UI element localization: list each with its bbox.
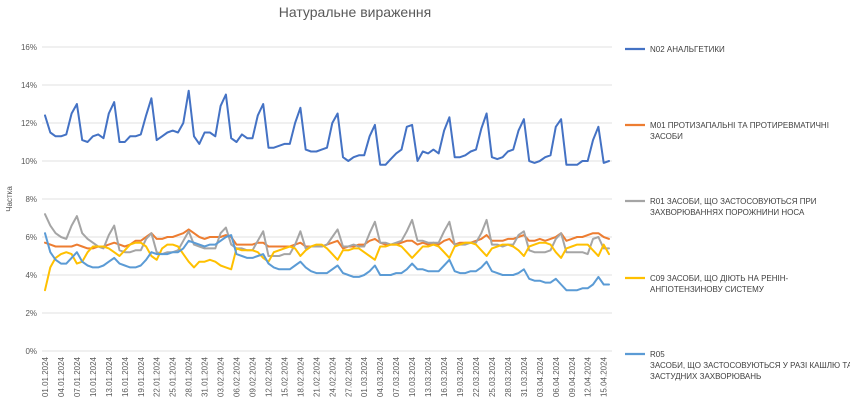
x-tick-label: 22.01.2024 — [153, 356, 162, 397]
x-tick-label: 22.03.2024 — [472, 356, 481, 397]
y-axis-label: Частка — [5, 186, 14, 212]
gridlines — [42, 46, 612, 352]
series-line — [44, 213, 610, 257]
x-tick-label: 04.03.2024 — [376, 356, 385, 397]
x-tick-label: 12.04.2024 — [584, 356, 593, 397]
legend-label: R05 ЗАСОБИ, ЩО ЗАСТОСОВУЮТЬСЯ У РАЗІ КАШЛ… — [650, 350, 850, 381]
x-axis-tick-labels: 01.01.2024 04.01.2024 07.01.2024 10.01.2024… — [41, 356, 609, 397]
x-tick-label: 16.01.2024 — [121, 356, 130, 397]
x-tick-label: 10.01.2024 — [89, 356, 98, 397]
x-tick-label: 09.02.2024 — [249, 356, 258, 397]
x-tick-label: 27.02.2024 — [344, 356, 353, 397]
legend-item: N02 АНАЛЬГЕТИКИ — [625, 45, 725, 54]
legend-label: C09 ЗАСОБИ, ЩО ДІЮТЬ НА РЕНІН-АНГІОТЕНЗИ… — [650, 274, 789, 294]
x-tick-label: 18.02.2024 — [296, 356, 305, 397]
x-tick-label: 21.02.2024 — [312, 356, 321, 397]
x-tick-label: 13.03.2024 — [424, 356, 433, 397]
x-tick-label: 01.01.2024 — [41, 356, 50, 397]
x-tick-label: 09.04.2024 — [568, 356, 577, 397]
legend-item: R05 ЗАСОБИ, ЩО ЗАСТОСОВУЮТЬСЯ У РАЗІ КАШЛ… — [625, 350, 850, 381]
x-tick-label: 19.01.2024 — [137, 356, 146, 397]
y-tick-label: 16% — [21, 43, 37, 52]
x-tick-label: 28.01.2024 — [185, 356, 194, 397]
legend-label: R01 ЗАСОБИ, ЩО ЗАСТОСОВУЮТЬСЯ ПРИ ЗАХВОРЮ… — [650, 197, 817, 217]
x-tick-label: 10.03.2024 — [408, 356, 417, 397]
y-tick-label: 8% — [25, 195, 37, 204]
x-tick-label: 25.03.2024 — [488, 356, 497, 397]
x-tick-label: 28.03.2024 — [504, 356, 513, 397]
x-tick-label: 15.04.2024 — [600, 356, 609, 397]
x-tick-label: 12.02.2024 — [264, 356, 273, 397]
y-tick-label: 2% — [25, 309, 37, 318]
series-line — [44, 89, 610, 166]
y-tick-label: 12% — [21, 119, 37, 128]
chart-title: Натуральне вираження — [279, 4, 431, 20]
x-tick-label: 16.03.2024 — [440, 356, 449, 397]
y-axis-tick-labels: 0% 2% 4% 6% 8% 10% 12% 14% 16% — [21, 43, 37, 356]
y-tick-label: 10% — [21, 157, 37, 166]
x-tick-label: 07.03.2024 — [392, 356, 401, 397]
x-tick-label: 07.01.2024 — [73, 356, 82, 397]
y-tick-label: 14% — [21, 81, 37, 90]
x-tick-label: 24.02.2024 — [328, 356, 337, 397]
x-tick-label: 04.01.2024 — [57, 356, 66, 397]
legend-item: R01 ЗАСОБИ, ЩО ЗАСТОСОВУЮТЬСЯ ПРИ ЗАХВОРЮ… — [625, 197, 817, 217]
legend: N02 АНАЛЬГЕТИКИ M01 ПРОТИЗАПАЛЬНІ ТА ПРОТ… — [625, 45, 850, 381]
x-tick-label: 13.01.2024 — [105, 356, 114, 397]
x-tick-label: 31.03.2024 — [520, 356, 529, 397]
x-tick-label: 03.04.2024 — [536, 356, 545, 397]
legend-item: M01 ПРОТИЗАПАЛЬНІ ТА ПРОТИРЕВМАТИЧНІ ЗАСО… — [625, 121, 829, 141]
x-tick-label: 06.02.2024 — [233, 356, 242, 397]
legend-label: M01 ПРОТИЗАПАЛЬНІ ТА ПРОТИРЕВМАТИЧНІ ЗАСО… — [650, 121, 829, 141]
x-tick-label: 25.01.2024 — [169, 356, 178, 397]
x-tick-label: 15.02.2024 — [280, 356, 289, 397]
x-tick-label: 31.01.2024 — [201, 356, 210, 397]
legend-item: C09 ЗАСОБИ, ЩО ДІЮТЬ НА РЕНІН-АНГІОТЕНЗИ… — [625, 274, 789, 294]
y-tick-label: 0% — [25, 347, 37, 356]
x-tick-label: 03.02.2024 — [217, 356, 226, 397]
series-line — [44, 232, 610, 292]
x-tick-label: 01.03.2024 — [360, 356, 369, 397]
legend-label: N02 АНАЛЬГЕТИКИ — [650, 45, 725, 54]
series-line — [44, 241, 610, 292]
series-lines — [44, 89, 610, 292]
y-tick-label: 4% — [25, 271, 37, 280]
x-tick-label: 19.03.2024 — [456, 356, 465, 397]
x-tick-label: 06.04.2024 — [552, 356, 561, 397]
y-tick-label: 6% — [25, 233, 37, 242]
